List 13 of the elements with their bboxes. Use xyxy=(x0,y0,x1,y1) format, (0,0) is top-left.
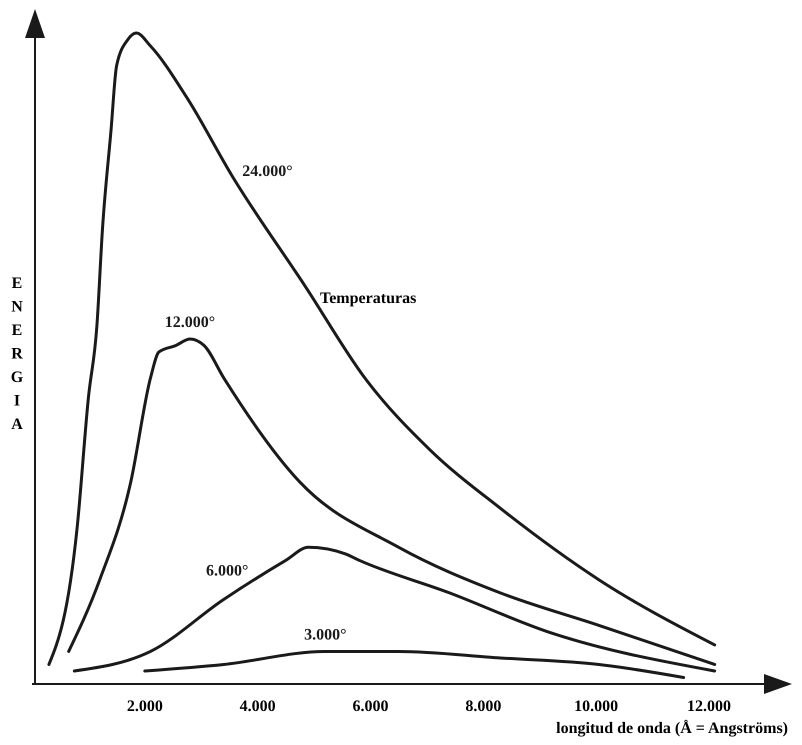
x-tick-label: 2.000 xyxy=(126,698,163,715)
x-tick-label: 4.000 xyxy=(240,698,276,715)
series-label: 12.000° xyxy=(164,314,216,331)
x-tick-label: 8.000 xyxy=(465,698,502,715)
series-label: 6.000° xyxy=(206,562,248,580)
annotation: Temperaturas xyxy=(320,290,416,307)
x-tick-label: 10.000 xyxy=(574,698,618,715)
series-label: 3.000° xyxy=(304,626,347,644)
x-tick-label: 6.000 xyxy=(352,698,389,715)
y-axis-title: ENERGIA xyxy=(10,275,24,433)
x-axis-title: longitud de onda (Å = Angströms) xyxy=(556,719,788,737)
series-label: 24.000° xyxy=(242,163,293,180)
x-tick-label: 12.000 xyxy=(687,698,732,715)
